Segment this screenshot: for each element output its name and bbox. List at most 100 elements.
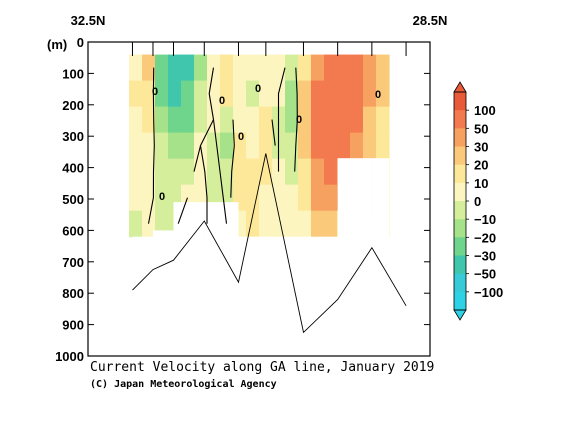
- heat-cell: [349, 106, 364, 134]
- heat-cell: [194, 80, 208, 108]
- data-gap-mask: [371, 158, 389, 238]
- heat-cell: [259, 54, 273, 82]
- bottom-mask: [132, 158, 389, 238]
- heat-cell: [142, 158, 156, 186]
- contour-line: [294, 67, 298, 172]
- bottom-depth-line: [132, 153, 407, 334]
- y-tick-label: 200: [62, 98, 84, 113]
- colorbar-label: 50: [474, 121, 488, 136]
- heat-cell: [310, 54, 325, 82]
- heat-cell: [129, 158, 143, 186]
- heat-cell: [349, 54, 364, 82]
- chart-title: Current Velocity along GA line, January …: [90, 360, 434, 375]
- heat-cell: [272, 158, 286, 186]
- heat-cell: [207, 158, 221, 186]
- contour-label: 0: [238, 131, 244, 143]
- contour-line: [271, 119, 276, 146]
- heat-cell: [323, 158, 338, 186]
- heat-cell: [323, 106, 338, 134]
- colorbar-swatch: [454, 164, 466, 184]
- colorbar-swatch: [454, 255, 466, 275]
- data-gap-mask: [238, 236, 266, 238]
- colorbar-swatch: [454, 273, 466, 293]
- heat-cell: [310, 184, 325, 212]
- heat-cell: [220, 158, 234, 186]
- heat-cell: [310, 80, 325, 108]
- colorbar-label: 30: [474, 140, 488, 155]
- contour-label: 0: [219, 95, 225, 107]
- heat-cell: [259, 132, 273, 160]
- data-gap-mask: [337, 158, 372, 238]
- heat-cell: [362, 132, 377, 160]
- y-tick-label: 800: [62, 286, 84, 301]
- colorbar-label: 0: [474, 194, 481, 209]
- data-gap-mask: [204, 202, 239, 238]
- heat-cell: [168, 106, 182, 134]
- contour-labels: 0 0 0 0 0 0 0: [152, 83, 381, 203]
- heat-cell: [310, 132, 325, 160]
- y-tick-label: 600: [62, 223, 84, 238]
- heat-cell: [220, 106, 234, 134]
- heat-cell: [168, 158, 182, 186]
- heat-cell: [155, 54, 169, 82]
- heat-cell: [194, 54, 208, 82]
- data-gap-mask: [173, 202, 205, 238]
- heat-cell: [220, 80, 234, 108]
- heat-cell: [142, 210, 156, 238]
- colorbar-label: 100: [474, 103, 496, 118]
- colorbar-top-arrow: [453, 81, 467, 93]
- data-gap-mask: [152, 230, 174, 238]
- y-tick-label: 700: [62, 255, 84, 270]
- contour-line: [212, 119, 228, 224]
- heat-cell: [233, 132, 247, 160]
- data-gap-mask: [303, 236, 338, 238]
- heat-cell: [310, 158, 325, 186]
- y-axis-ticks: 0 100 200 300 400 500 600 700 800 900 1000: [55, 35, 430, 364]
- heat-cell: [246, 132, 260, 160]
- heat-cell: [259, 184, 273, 212]
- colorbar-label: 10: [474, 176, 488, 191]
- colorbar-label: −100: [474, 285, 503, 300]
- contour-label: 0: [159, 191, 165, 203]
- heat-cell: [375, 54, 390, 82]
- heat-cell: [168, 80, 182, 108]
- heat-cell: [129, 210, 143, 238]
- heat-cell: [336, 80, 351, 108]
- heat-cell: [349, 132, 364, 160]
- heat-cell: [142, 132, 156, 160]
- y-tick-label: 500: [62, 192, 84, 207]
- heat-cell: [194, 106, 208, 134]
- heat-cell: [362, 80, 377, 108]
- heat-cell: [181, 158, 195, 186]
- heat-cell: [323, 132, 338, 160]
- heat-cell: [310, 106, 325, 134]
- heat-cell: [142, 80, 156, 108]
- heat-cell: [246, 158, 260, 186]
- colorbar-swatch: [454, 237, 466, 256]
- x-left-label: 32.5N: [71, 13, 106, 28]
- heat-cell: [284, 106, 299, 134]
- heat-cell: [336, 106, 351, 134]
- y-tick-label: 100: [62, 66, 84, 81]
- heat-cell: [142, 106, 156, 134]
- heat-cell: [246, 80, 260, 108]
- heat-cell: [375, 106, 390, 134]
- heat-cell: [246, 54, 260, 82]
- heat-cell: [297, 80, 312, 108]
- contour-label: 0: [255, 83, 261, 95]
- heat-cell: [297, 106, 312, 134]
- contour-line: [147, 67, 155, 224]
- heat-cell: [233, 54, 247, 82]
- contour-line: [177, 197, 189, 224]
- heat-cell: [155, 158, 169, 186]
- y-tick-label: 900: [62, 318, 84, 333]
- colorbar-label: −10: [474, 212, 496, 227]
- heat-cell: [181, 54, 195, 82]
- heat-cell: [297, 184, 312, 212]
- colorbar-swatch: [454, 146, 466, 166]
- heat-cell: [168, 132, 182, 160]
- heat-cell: [272, 54, 286, 82]
- y-tick-label: 0: [77, 35, 84, 50]
- heat-cell: [323, 54, 338, 82]
